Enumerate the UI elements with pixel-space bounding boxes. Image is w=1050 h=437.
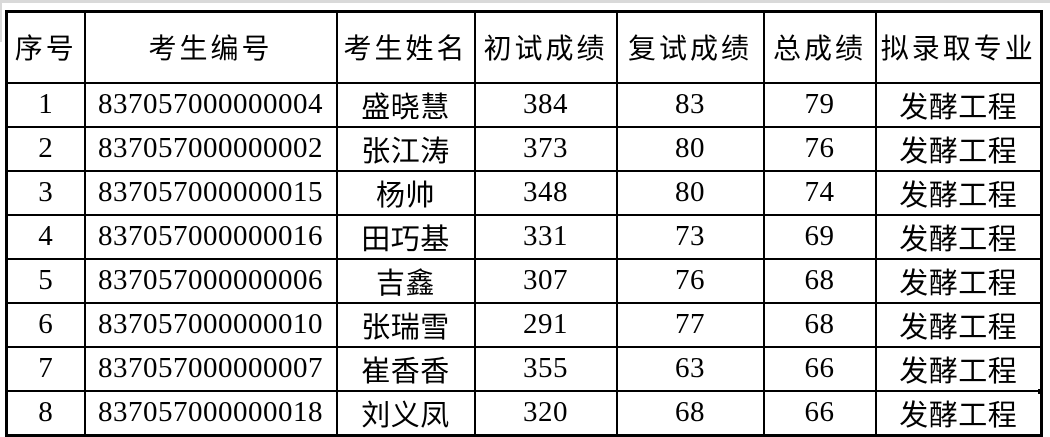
table-cell-proposed-major: 发酵工程: [874, 169, 1043, 216]
grid-stub: [5, 389, 7, 394]
table-cell-retest-score: 76: [615, 257, 765, 304]
table-cell-total-score: 74: [762, 169, 877, 216]
table-cell-initial-exam-score: 348: [473, 169, 618, 216]
table-cell-candidate-name: 张江涛: [335, 125, 476, 172]
table-cell-retest-score: 77: [615, 301, 765, 348]
table-cell-index: 3: [5, 169, 86, 216]
column-header-retest-score: 复试成绩: [615, 10, 765, 84]
table-cell-index: 6: [5, 301, 86, 348]
table-cell-retest-score: 73: [615, 213, 765, 260]
table-cell-proposed-major: 发酵工程: [874, 345, 1043, 392]
table-row: 1 837057000000004 盛晓慧 384 83 79 发酵工程: [5, 81, 1043, 128]
table-cell-candidate-id: 837057000000010: [83, 301, 338, 348]
admission-score-table: 序号 考生编号 考生姓名 初试成绩 复试成绩 总成绩 拟录取专业 1 837057…: [5, 10, 1043, 437]
table-cell-initial-exam-score: 331: [473, 213, 618, 260]
table-cell-total-score: 68: [762, 257, 877, 304]
grid-stub: [1038, 389, 1040, 394]
column-header-total-score: 总成绩: [762, 10, 877, 84]
table-cell-candidate-id: 837057000000004: [83, 81, 338, 128]
scan-edge-left: [0, 0, 2, 42]
grid-stub: [763, 389, 765, 394]
column-header-proposed-major: 拟录取专业: [874, 10, 1043, 84]
grid-stub: [84, 389, 86, 394]
table-cell-index: 2: [5, 125, 86, 172]
table-cell-retest-score: 83: [615, 81, 765, 128]
table-cell-candidate-name: 盛晓慧: [335, 81, 476, 128]
column-header-candidate-name: 考生姓名: [335, 10, 476, 84]
column-header-index: 序号: [5, 10, 86, 84]
grid-stub: [336, 389, 338, 394]
table-cell-index: 4: [5, 213, 86, 260]
table-cell-candidate-id: 837057000000006: [83, 257, 338, 304]
table-row: 5 837057000000006 吉鑫 307 76 68 发酵工程: [5, 257, 1043, 304]
table-cell-total-score: 68: [762, 301, 877, 348]
table-cell-retest-score: 80: [615, 169, 765, 216]
table-cell-candidate-id: 837057000000015: [83, 169, 338, 216]
table-row: 4 837057000000016 田巧基 331 73 69 发酵工程: [5, 213, 1043, 260]
table-row: 7 837057000000007 崔香香 355 63 66 发酵工程: [5, 345, 1043, 392]
table-cell-total-score: 69: [762, 213, 877, 260]
table-cell-initial-exam-score: 291: [473, 301, 618, 348]
table-row: 3 837057000000015 杨帅 348 80 74 发酵工程: [5, 169, 1043, 216]
table-row: 6 837057000000010 张瑞雪 291 77 68 发酵工程: [5, 301, 1043, 348]
table-body: 1 837057000000004 盛晓慧 384 83 79 发酵工程 2 837057000…: [5, 81, 1043, 436]
table-cell-proposed-major: 发酵工程: [874, 257, 1043, 304]
table-cell-candidate-name: 杨帅: [335, 169, 476, 216]
table-cell-candidate-name: 崔香香: [335, 345, 476, 392]
table-cell-index: 7: [5, 345, 86, 392]
table-cell-candidate-name: 田巧基: [335, 213, 476, 260]
table-cell-proposed-major: 发酵工程: [874, 213, 1043, 260]
grid-stub: [875, 389, 877, 394]
table-cell-retest-score: 80: [615, 125, 765, 172]
table-cell-total-score: 66: [762, 345, 877, 392]
column-header-initial-exam-score: 初试成绩: [473, 10, 618, 84]
table-cell-candidate-id: 837057000000016: [83, 213, 338, 260]
table-cell-initial-exam-score: 384: [473, 81, 618, 128]
table-cell-initial-exam-score: 355: [473, 345, 618, 392]
table-cell-candidate-name: 吉鑫: [335, 257, 476, 304]
table-cell-candidate-id: 837057000000007: [83, 345, 338, 392]
scan-edge-top: [0, 0, 1050, 3]
table-header: 序号 考生编号 考生姓名 初试成绩 复试成绩 总成绩 拟录取专业: [5, 10, 1043, 84]
table-cell-initial-exam-score: 307: [473, 257, 618, 304]
table-cell-proposed-major: 发酵工程: [874, 301, 1043, 348]
table-row: 2 837057000000002 张江涛 373 80 76 发酵工程: [5, 125, 1043, 172]
table-cell-proposed-major: 发酵工程: [874, 125, 1043, 172]
table-cell-initial-exam-score: 373: [473, 125, 618, 172]
header-row: 序号 考生编号 考生姓名 初试成绩 复试成绩 总成绩 拟录取专业: [5, 10, 1043, 84]
table-cell-candidate-id: 837057000000002: [83, 125, 338, 172]
table-cell-retest-score: 63: [615, 345, 765, 392]
table-cell-candidate-name: 张瑞雪: [335, 301, 476, 348]
grid-stub: [474, 389, 476, 394]
table-cell-index: 5: [5, 257, 86, 304]
grid-stub: [616, 389, 618, 394]
table-cell-index: 1: [5, 81, 86, 128]
table-cell-total-score: 76: [762, 125, 877, 172]
column-header-candidate-id: 考生编号: [83, 10, 338, 84]
table-cell-total-score: 79: [762, 81, 877, 128]
table-cell-proposed-major: 发酵工程: [874, 81, 1043, 128]
